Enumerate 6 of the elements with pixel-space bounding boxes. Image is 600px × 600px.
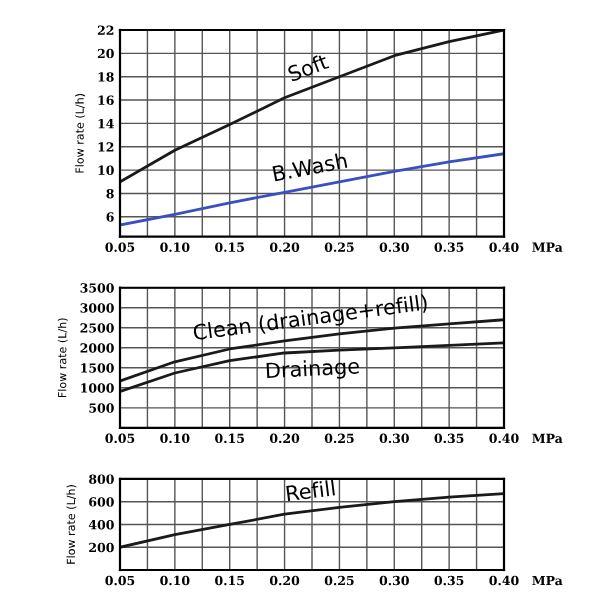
text: Refill [286,479,335,502]
text: Soft [286,52,330,82]
text: B.Wash [272,151,348,182]
series-label: Drainage [266,357,360,383]
line-series [120,341,504,393]
line-series [120,152,504,227]
